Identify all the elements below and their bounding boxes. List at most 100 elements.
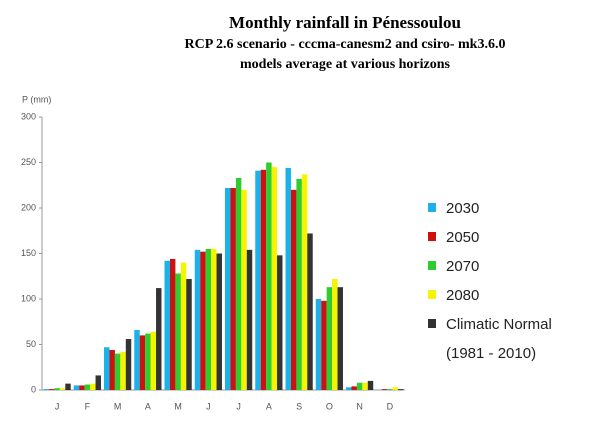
bar [54, 388, 60, 390]
x-tick-label: A [266, 401, 272, 411]
x-tick-label: S [296, 401, 302, 411]
y-tick-label: 100 [21, 293, 36, 303]
bar [169, 258, 176, 390]
bar [43, 389, 49, 390]
legend-entry: 2080 [424, 281, 566, 310]
bar [387, 389, 393, 390]
bar [95, 375, 101, 390]
bar [351, 386, 357, 390]
bar [139, 335, 146, 390]
bar [194, 249, 201, 390]
legend-label: 2050 [446, 229, 480, 246]
bar [255, 170, 261, 390]
bar [307, 233, 313, 390]
bar [90, 383, 96, 390]
bar [205, 248, 212, 390]
legend-label: 2080 [446, 287, 480, 304]
bar [315, 299, 322, 390]
bar [109, 349, 115, 390]
legend-swatch [428, 290, 436, 299]
bar [321, 300, 327, 390]
y-tick-label: 150 [21, 248, 36, 258]
bar [301, 174, 308, 390]
bar [277, 255, 283, 390]
y-tick-label: 200 [21, 202, 36, 212]
legend-swatch [428, 319, 436, 328]
bar [230, 187, 236, 390]
bar [392, 387, 399, 390]
bar [337, 287, 343, 390]
bar [65, 383, 71, 390]
bar [362, 382, 368, 390]
bar [241, 189, 247, 390]
x-tick-label: J [55, 401, 60, 411]
bar [216, 253, 222, 390]
y-tick-label: 50 [26, 339, 36, 349]
x-tick-label: O [326, 401, 333, 411]
bar [381, 389, 388, 390]
bar [59, 388, 66, 390]
bar [271, 167, 278, 390]
x-tick-label: N [356, 401, 363, 411]
x-tick-label: F [85, 401, 91, 411]
bar [200, 251, 206, 390]
legend-swatch [428, 261, 436, 270]
bar [346, 387, 352, 390]
bar [104, 347, 110, 390]
legend-label: Climatic Normal (1981 - 2010) [446, 316, 552, 362]
bar [260, 169, 267, 390]
bar [246, 249, 253, 390]
x-tick-label: M [114, 401, 122, 411]
bar [332, 278, 338, 390]
legend-swatch [428, 203, 436, 212]
bar [266, 162, 272, 390]
y-axis-label: P (mm) [22, 94, 51, 104]
chart-subtitle: models average at various horizons [240, 57, 451, 72]
bar [120, 351, 126, 390]
legend-swatch [428, 232, 436, 241]
bar [134, 329, 140, 390]
chart-subtitle: RCP 2.6 scenario - cccma-canesm2 and csi… [185, 37, 506, 52]
bar [225, 187, 231, 390]
x-tick-label: D [387, 401, 394, 411]
x-tick-label: J [236, 401, 241, 411]
bar [164, 260, 170, 390]
bar [175, 273, 181, 390]
bar [235, 177, 242, 390]
bar [326, 287, 333, 390]
legend-entry: 2070 [424, 252, 566, 281]
legend-label: 2030 [446, 200, 480, 217]
legend-entry: 2030 [424, 194, 566, 223]
bar [398, 389, 404, 390]
bar [48, 389, 55, 390]
bar [156, 288, 162, 390]
y-tick-label: 300 [21, 111, 36, 121]
bar [114, 353, 121, 390]
x-tick-label: M [174, 401, 182, 411]
bar [79, 385, 85, 390]
legend-label: 2070 [446, 258, 480, 275]
bar [84, 384, 91, 390]
y-tick-label: 0 [31, 384, 36, 394]
bar [290, 189, 297, 390]
bar [356, 382, 363, 390]
bar [367, 380, 374, 390]
bar [285, 167, 291, 390]
chart-title: Monthly rainfall in Pénessoulou [229, 13, 461, 32]
bar [125, 339, 132, 390]
bar [150, 331, 157, 390]
bar [145, 333, 151, 390]
legend-entry: Climatic Normal (1981 - 2010) [424, 310, 566, 368]
x-tick-label: A [145, 401, 151, 411]
bar [180, 262, 187, 390]
legend-entry: 2050 [424, 223, 566, 252]
y-tick-label: 250 [21, 157, 36, 167]
legend: 2030 2050 2070 2080 Climatic Normal (1981 - … [424, 194, 589, 368]
bar [296, 178, 302, 390]
x-tick-label: J [206, 401, 211, 411]
bar [73, 385, 80, 390]
bar [211, 248, 217, 390]
bar [186, 278, 192, 390]
